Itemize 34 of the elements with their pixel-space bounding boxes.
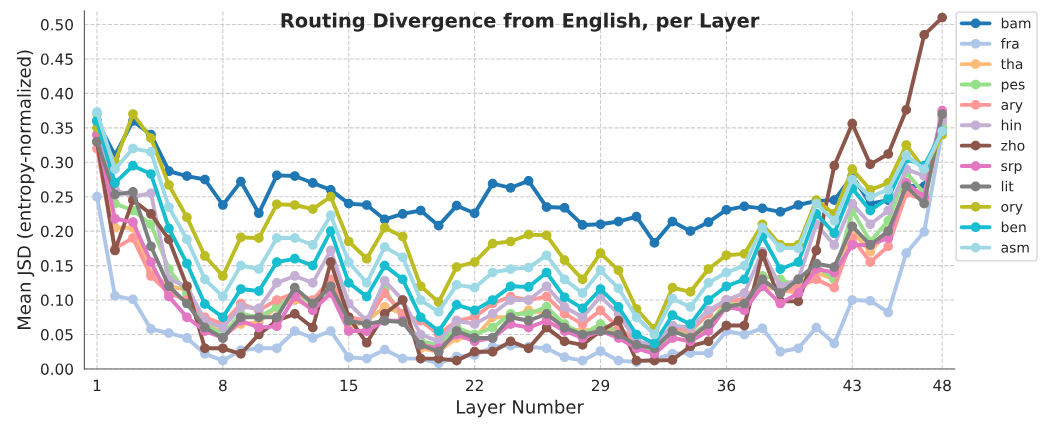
chart-title: Routing Divergence from English, per Layer xyxy=(281,12,760,32)
legend-label: lit xyxy=(1001,180,1014,192)
x-tick-label: 36 xyxy=(717,379,736,392)
x-tick-label: 22 xyxy=(466,379,483,391)
x-tick-label: 48 xyxy=(933,379,951,392)
legend-label: ary xyxy=(1001,101,1023,113)
y-tick-label: 0.10 xyxy=(40,294,73,307)
y-tick-label: 0.35 xyxy=(40,122,73,134)
x-axis-title: Layer Number xyxy=(457,399,584,418)
y-axis-title: Mean JSD (entropy-normalized) xyxy=(16,50,35,329)
y-tick-label: 0.45 xyxy=(40,53,73,65)
legend-label: fra xyxy=(1000,38,1019,49)
y-tick-label: 0.40 xyxy=(40,87,73,100)
x-tick-label: 15 xyxy=(340,379,358,392)
y-tick-label: 0.05 xyxy=(40,328,73,341)
y-tick-label: 0.25 xyxy=(40,191,73,203)
legend-label: pes xyxy=(1001,81,1025,93)
legend-label: srp xyxy=(1001,163,1022,174)
legend-label: hin xyxy=(1001,119,1021,131)
x-tick-label: 1 xyxy=(93,379,101,391)
y-tick-label: 0.00 xyxy=(40,363,73,375)
x-tick-label: 8 xyxy=(219,379,227,392)
legend-label: ory xyxy=(1001,203,1023,215)
y-tick-label: 0.15 xyxy=(40,260,73,272)
legend-label: zho xyxy=(1001,139,1025,151)
y-tick-label: 0.20 xyxy=(40,225,73,238)
legend-label: asm xyxy=(1001,244,1029,253)
x-tick-label: 29 xyxy=(591,379,610,392)
y-tick-label: 0.30 xyxy=(40,156,73,169)
legend-label: bam xyxy=(1001,17,1031,29)
legend-label: tha xyxy=(1000,58,1023,70)
y-tick-label: 0.50 xyxy=(40,18,73,31)
legend-label: ben xyxy=(1001,221,1026,233)
x-tick-label: 43 xyxy=(843,379,861,392)
